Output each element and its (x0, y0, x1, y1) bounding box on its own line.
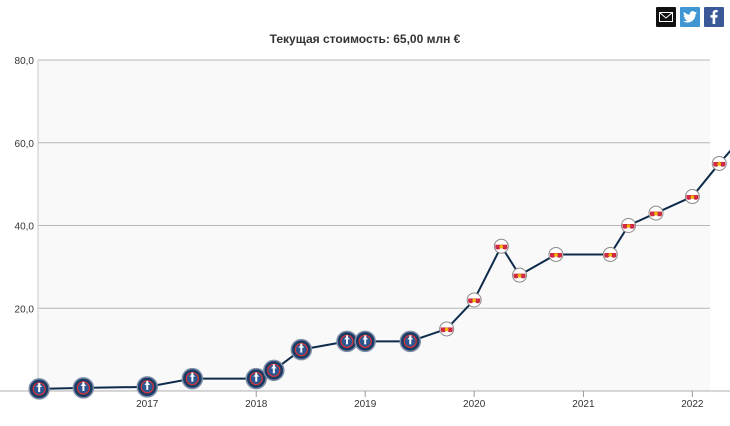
leipzig-logo-point[interactable] (711, 155, 727, 171)
psg-logo-point[interactable] (245, 367, 267, 390)
psg-logo-point[interactable] (290, 338, 313, 361)
x-tick-label: 2019 (354, 399, 377, 410)
x-tick-label: 2022 (681, 399, 704, 410)
leipzig-logo-point[interactable] (466, 292, 482, 308)
leipzig-logo-point[interactable] (512, 267, 528, 283)
twitter-icon[interactable] (680, 7, 700, 27)
leipzig-logo-point[interactable] (621, 218, 637, 233)
psg-logo-point[interactable] (136, 376, 159, 398)
leipzig-logo-point[interactable] (602, 246, 618, 262)
leipzig-logo-point[interactable] (548, 246, 564, 262)
leipzig-logo-point[interactable] (684, 189, 700, 205)
x-tick-label: 2021 (572, 399, 595, 410)
leipzig-logo-point[interactable] (493, 238, 509, 254)
leipzig-logo-point[interactable] (648, 205, 664, 221)
facebook-icon[interactable] (704, 7, 724, 27)
y-tick-label: 20,0 (15, 304, 35, 315)
psg-logo-point[interactable] (72, 377, 95, 399)
psg-logo-point[interactable] (263, 359, 285, 382)
x-tick-label: 2020 (463, 399, 486, 410)
x-tick-label: 2017 (136, 399, 159, 410)
y-tick-label: 80,0 (15, 56, 35, 67)
psg-logo-point[interactable] (354, 330, 376, 353)
x-tick-label: 2018 (245, 399, 268, 410)
y-tick-label: 60,0 (15, 139, 35, 150)
psg-logo-point[interactable] (181, 367, 204, 390)
leipzig-logo-point[interactable] (439, 321, 455, 337)
psg-logo-point[interactable] (336, 330, 358, 353)
psg-logo-point[interactable] (28, 378, 50, 400)
mail-icon[interactable] (656, 7, 676, 27)
y-tick-label: 40,0 (15, 222, 35, 233)
psg-logo-point[interactable] (399, 330, 422, 353)
share-buttons (656, 7, 724, 27)
chart-title: Текущая стоимость: 65,00 млн € (269, 32, 461, 46)
